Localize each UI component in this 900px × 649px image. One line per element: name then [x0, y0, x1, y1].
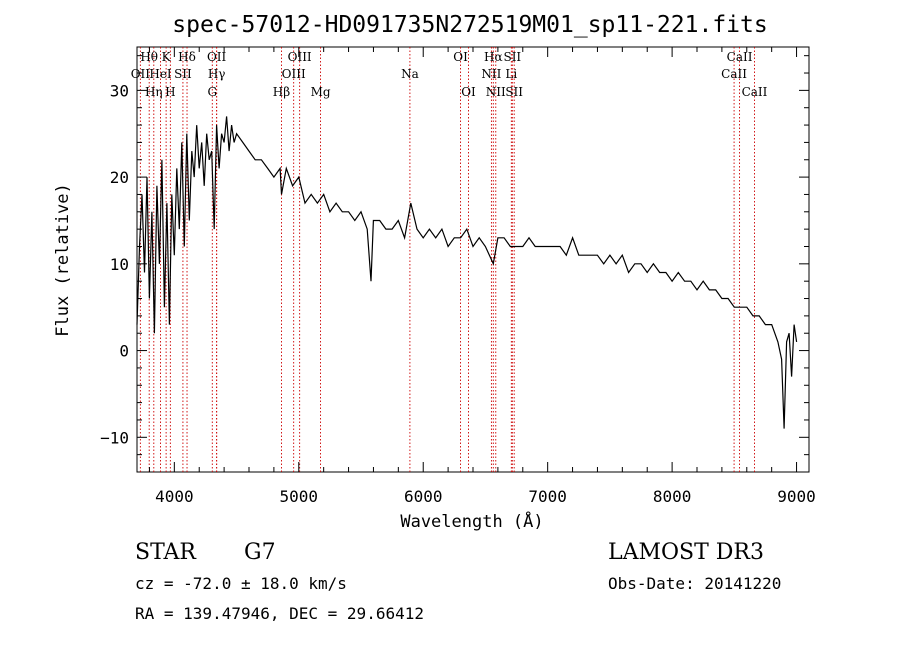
- y-tick-label: 10: [110, 255, 129, 274]
- line-label-6: Hα: [484, 50, 503, 64]
- redshift-velocity: cz = -72.0 ± 18.0 km/s: [135, 574, 347, 593]
- line-label-17: CaII: [721, 67, 747, 81]
- line-label-24: NII: [486, 85, 506, 99]
- x-tick-label: 8000: [653, 487, 692, 506]
- coordinates: RA = 139.47946, DEC = 29.66412: [135, 604, 424, 623]
- x-tick-label: 4000: [155, 487, 194, 506]
- object-class: STAR: [135, 540, 197, 565]
- x-tick-label: 9000: [777, 487, 816, 506]
- line-label-18: Hη: [145, 85, 163, 99]
- line-label-3: OII: [207, 50, 227, 64]
- line-label-16: Li: [505, 67, 517, 81]
- line-label-4: OIII: [288, 50, 312, 64]
- line-label-19: H: [165, 85, 175, 99]
- line-label-0: Hθ: [140, 50, 158, 64]
- line-label-20: G: [207, 85, 217, 99]
- observation-date: Obs-Date: 20141220: [608, 574, 781, 593]
- x-tick-label: 6000: [404, 487, 443, 506]
- line-label-14: Na: [401, 67, 419, 81]
- line-label-21: Hβ: [273, 85, 290, 99]
- line-label-11: SII: [174, 67, 192, 81]
- line-label-7: SII: [503, 50, 521, 64]
- line-label-25: SII: [505, 85, 523, 99]
- x-axis-ticks: 4000 5000 6000 7000 8000 9000: [148, 47, 816, 506]
- y-tick-label: −10: [100, 428, 129, 447]
- x-tick-label: 5000: [280, 487, 319, 506]
- x-axis-label: Wavelength (Å): [400, 510, 543, 532]
- object-subclass: G7: [244, 540, 276, 565]
- plot-area-border: [136, 46, 810, 473]
- x-tick-label: 7000: [528, 487, 567, 506]
- spectral-line-markers: [139, 47, 755, 472]
- line-label-2: Hδ: [178, 50, 196, 64]
- line-label-15: NII: [481, 67, 501, 81]
- y-tick-label: 20: [110, 168, 129, 187]
- line-label-10: HeI: [149, 67, 172, 81]
- line-label-9: OII: [131, 67, 151, 81]
- line-label-8: CaII: [727, 50, 753, 64]
- survey-name: LAMOST DR3: [608, 540, 764, 565]
- y-tick-label: 0: [119, 342, 129, 361]
- line-label-26: CaII: [742, 85, 768, 99]
- line-label-22: Mg: [311, 85, 331, 99]
- line-label-1: K: [162, 50, 172, 64]
- spectrum-series-line: [136, 116, 798, 429]
- line-label-23: OI: [461, 85, 476, 99]
- y-axis-ticks: −10 0 10 20 30: [100, 55, 809, 456]
- y-tick-label: 30: [110, 81, 129, 100]
- line-label-5: OI: [453, 50, 468, 64]
- chart-title: spec-57012-HD091735N272519M01_sp11-221.f…: [172, 12, 767, 38]
- y-axis-label: Flux (relative): [53, 183, 73, 337]
- line-label-12: Hγ: [208, 67, 226, 81]
- plot-frame: [136, 46, 810, 473]
- line-label-13: OIII: [282, 67, 306, 81]
